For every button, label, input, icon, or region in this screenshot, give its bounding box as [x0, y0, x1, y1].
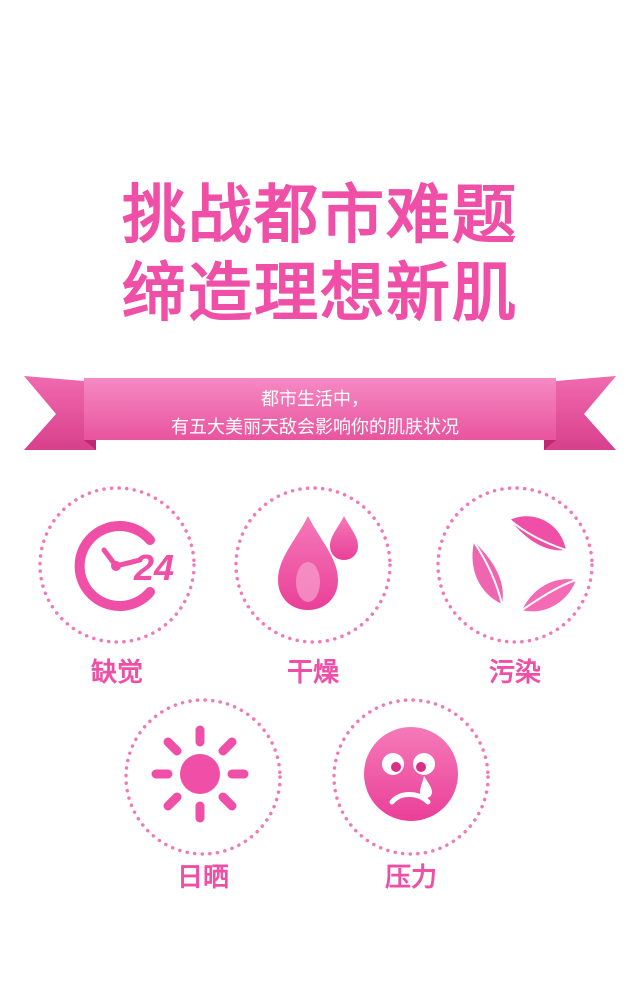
item-stress: 压力 [326, 692, 496, 907]
dotted-ring [332, 698, 490, 856]
item-dryness: 干燥 [228, 480, 398, 695]
item-label-pollution: 污染 [488, 658, 541, 688]
sad-face-icon [364, 727, 458, 821]
ribbon-banner [0, 370, 640, 460]
clock-24-icon: 24 [74, 521, 174, 611]
dotted-ring [38, 486, 196, 644]
dotted-ring [124, 698, 282, 856]
item-label-dryness: 干燥 [286, 658, 339, 688]
water-drop-icon [278, 516, 358, 610]
title-line-2: 缔造理想新肌 [122, 257, 518, 331]
title-line-1: 挑战都市难题 [122, 179, 518, 253]
item-pollution: 污染 [430, 480, 600, 695]
clock-24-text: 24 [133, 547, 174, 588]
item-label-sleep: 缺觉 [90, 658, 143, 688]
dotted-ring [436, 486, 594, 644]
recycle-leaves-icon [472, 516, 577, 612]
banner-line-1: 都市生活中， [261, 389, 369, 410]
dotted-ring [234, 486, 392, 644]
item-sun: 日晒 [118, 692, 288, 907]
item-label-stress: 压力 [384, 863, 437, 893]
item-label-sun: 日晒 [176, 863, 229, 893]
ribbon-shape [24, 376, 616, 450]
item-sleep: 24 缺觉 [32, 480, 202, 695]
banner-line-2: 有五大美丽天敌会影响你的肌肤状况 [171, 417, 459, 438]
sun-icon [151, 725, 249, 823]
